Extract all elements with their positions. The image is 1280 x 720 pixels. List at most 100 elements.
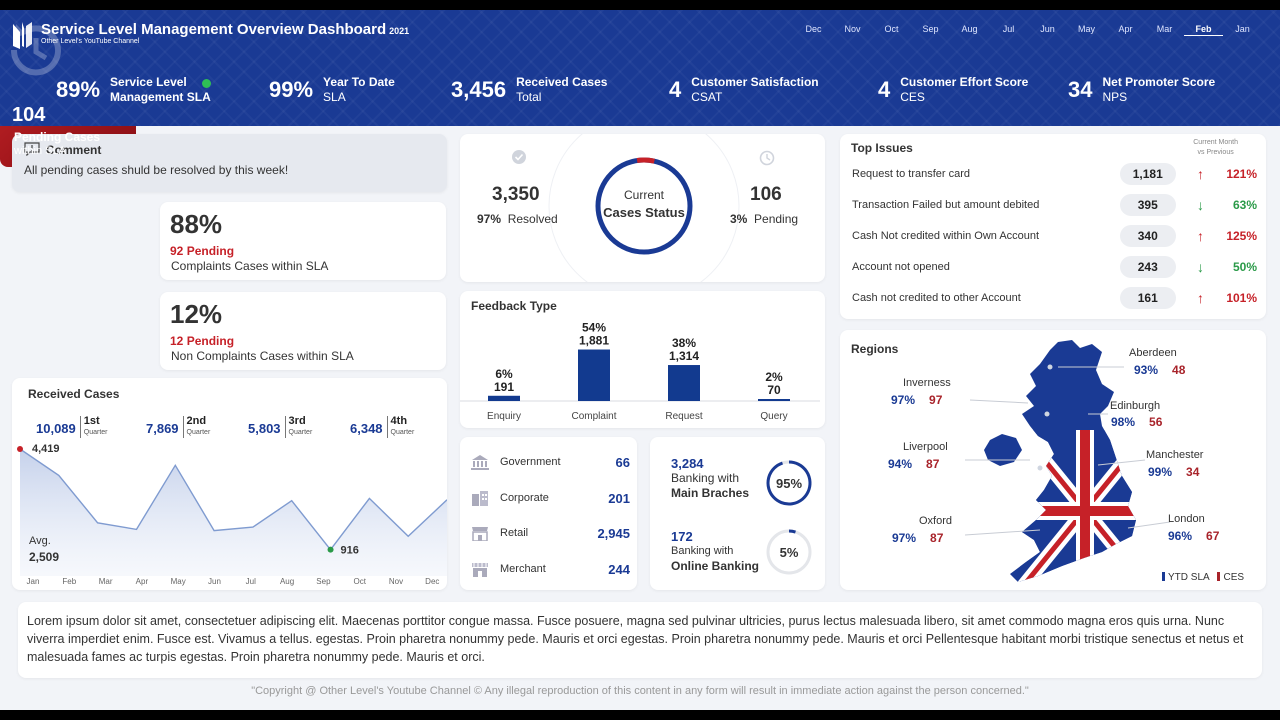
corporate-icon — [472, 491, 488, 506]
notes-card: Lorem ipsum dolor sit amet, consectetuer… — [18, 602, 1262, 678]
complaints-sla-card: 88% 92 Pending Complaints Cases within S… — [160, 202, 446, 280]
top-black-bar — [0, 0, 1280, 10]
kpi-value: 4 — [669, 77, 682, 102]
arrow-up-icon: ↑ — [1196, 228, 1204, 244]
issue-row: Transaction Failed but amount debited 395… — [852, 194, 1257, 216]
status-center-top: Current — [623, 188, 664, 202]
month-tab-nov[interactable]: Nov — [844, 24, 861, 34]
bar-percent-label: 2% — [765, 370, 783, 384]
x-tick-label: Feb — [62, 577, 76, 586]
x-tick-label: Apr — [136, 577, 149, 586]
arrow-up-icon: ↑ — [1196, 290, 1204, 306]
quarter-3: 5,803 3rd Quarter — [248, 416, 312, 438]
gauge-pending-arc — [636, 157, 655, 164]
month-tab-apr[interactable]: Apr — [1118, 24, 1133, 34]
online-banking-sublabel: Online Banking — [671, 559, 760, 573]
clock-refresh-icon — [10, 24, 61, 76]
max-point — [17, 445, 23, 452]
issue-label: Cash Not credited within Own Account — [852, 230, 1040, 242]
city-markers — [1037, 364, 1053, 471]
pending-label: Pending — [186, 334, 235, 348]
quarter-sub: Quarter — [390, 429, 415, 436]
union-flag-overlay — [1014, 425, 1136, 582]
month-tab-mar[interactable]: Mar — [1156, 24, 1173, 34]
feedback-type-card: Feedback Type 6% 191 Enquiry 54% 1,881 Compla… — [460, 291, 825, 428]
segment-merchant: Merchant 244 — [470, 559, 630, 579]
bar-percent-label: 38% — [672, 336, 696, 350]
city-liverpool-values: 94% 87 — [888, 457, 940, 471]
page-subtitle: Other Level's YouTube Channel — [41, 38, 140, 45]
northern-ireland-shape — [984, 434, 1022, 466]
city-manchester-values: 99% 34 — [1148, 465, 1200, 479]
copyright-footer: "Copyright @ Other Level's Youtube Chann… — [251, 685, 1029, 697]
bar-category-label: Query — [760, 411, 787, 422]
x-tick-label: Jan — [27, 577, 40, 586]
month-tab-may[interactable]: May — [1077, 24, 1095, 34]
quarter-name: 2nd — [186, 415, 207, 427]
city-connector-lines — [964, 366, 1171, 536]
kpi-label: Customer Effort Score — [900, 75, 1029, 89]
issue-count: 161 — [1119, 287, 1176, 309]
kpi-strip: 89% Service Level Management SLA 99% Year… — [0, 75, 1280, 115]
status-center-bottom: Cases Status — [603, 205, 685, 220]
page-title: Service Level Management Overview Dashbo… — [41, 21, 410, 38]
month-tab-dec[interactable]: Dec — [805, 24, 822, 34]
kpi-value: 4 — [878, 77, 891, 102]
online-banking-label: Banking with — [671, 545, 734, 557]
x-tick-label: Jul — [246, 577, 256, 586]
quarter-name: 1st — [83, 415, 100, 427]
month-tab-oct[interactable]: Oct — [884, 24, 899, 34]
kpi-sublabel: Total — [516, 90, 542, 104]
month-tab-jan[interactable]: Jan — [1235, 24, 1250, 34]
issue-change-percent: 125% — [1226, 229, 1258, 243]
sla-percent: 12% — [170, 299, 223, 329]
title-year: 2021 — [389, 26, 410, 36]
kpi-value: 3,456 — [451, 77, 507, 102]
main-branches-label: Banking with — [671, 471, 740, 485]
government-icon — [471, 455, 489, 470]
kpi-value: 34 — [1068, 77, 1093, 102]
month-tab-aug[interactable]: Aug — [961, 24, 978, 34]
issue-row: Account not opened 243 ↓ 50% — [852, 256, 1257, 278]
month-tab-jul[interactable]: Jul — [1002, 24, 1015, 34]
kpi-label: Net Promoter Score — [1102, 75, 1216, 89]
max-label: 4,419 — [32, 443, 60, 455]
bottom-black-bar — [0, 710, 1280, 720]
quarter-name: 3rd — [288, 415, 306, 427]
quarter-sub: Quarter — [288, 429, 313, 436]
x-tick-label: Nov — [389, 577, 403, 586]
issue-change-percent: 63% — [1232, 198, 1258, 212]
kpi-ces: 4 Customer Effort Score CES — [878, 75, 1028, 105]
segment-label: Corporate — [500, 492, 549, 504]
issue-row: Cash Not credited within Own Account 340 ↑… — [852, 225, 1257, 247]
bar-complaint — [578, 349, 610, 401]
bar-value-label: 1,881 — [579, 334, 609, 348]
bar-request — [668, 365, 700, 401]
month-tab-jun[interactable]: Jun — [1040, 24, 1055, 34]
check-icon — [512, 150, 526, 164]
map-legend: YTD SLA CES — [1162, 572, 1244, 583]
comment-title: Comment — [46, 143, 102, 157]
x-tick-label: Dec — [425, 577, 439, 586]
resolved-label: Resolved — [507, 212, 558, 226]
kpi-received: 3,456 Received Cases Total — [451, 75, 607, 105]
top-issues-title: Top Issues — [851, 141, 913, 155]
comment-text: All pending cases shuld be resolved by t… — [24, 163, 289, 177]
pending-count: 92 — [170, 244, 184, 258]
merchant-icon — [472, 563, 488, 577]
kpi-sublabel: SLA — [323, 90, 346, 104]
comment-card: Comment All pending cases shuld be resol… — [12, 134, 447, 192]
segment-label: Merchant — [500, 563, 546, 575]
month-tab-sep[interactable]: Sep — [922, 24, 939, 34]
quarter-value: 5,803 — [248, 421, 281, 436]
pending-cases-sublabel: within SLA — [14, 145, 66, 157]
segment-label: Retail — [500, 527, 529, 539]
quarter-4: 6,348 4th Quarter — [350, 416, 414, 438]
banking-rings: 95% 5% — [766, 460, 812, 575]
issue-count: 1,181 — [1119, 163, 1176, 185]
month-tab-feb[interactable]: Feb — [1184, 24, 1223, 36]
main-branches-value: 3,284 — [671, 456, 704, 471]
kpi-service-level: 89% Service Level Management SLA — [56, 75, 211, 105]
dashboard-header: Service Level Management Overview Dashbo… — [0, 10, 1280, 126]
segment-value: 2,945 — [597, 525, 630, 541]
